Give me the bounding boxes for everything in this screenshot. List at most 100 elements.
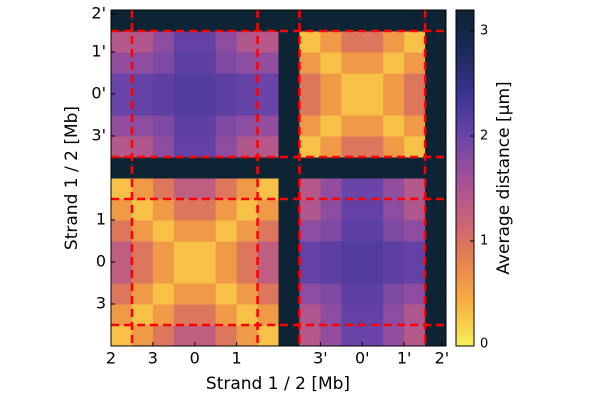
heatmap-cell bbox=[362, 304, 384, 326]
heatmap-cell bbox=[173, 325, 196, 347]
heatmap-cell bbox=[320, 262, 342, 284]
heatmap-cell bbox=[257, 283, 279, 305]
colorbar-tick-label: 2 bbox=[480, 129, 488, 144]
heatmap-cell bbox=[194, 325, 217, 347]
heatmap-cell bbox=[257, 262, 279, 284]
colorbar bbox=[455, 9, 475, 347]
heatmap-cell bbox=[236, 31, 259, 53]
heatmap-cell bbox=[111, 178, 133, 200]
heatmap-cell bbox=[341, 157, 363, 179]
heatmap-cell bbox=[299, 220, 321, 242]
heatmap-cell bbox=[383, 304, 405, 326]
heatmap-cell bbox=[425, 262, 447, 284]
heatmap-cell bbox=[299, 304, 321, 326]
heatmap-cell bbox=[341, 199, 363, 221]
heatmap-cell bbox=[278, 178, 300, 200]
heatmap-cell bbox=[173, 94, 196, 116]
heatmap-cell bbox=[425, 199, 447, 221]
heatmap-cell bbox=[194, 199, 217, 221]
heatmap-cell bbox=[299, 10, 321, 32]
heatmap-cell bbox=[362, 52, 384, 74]
heatmap-cell bbox=[152, 115, 175, 137]
x-tick-label: 2 bbox=[106, 349, 116, 368]
heatmap-cell bbox=[111, 157, 133, 179]
colorbar-label: Average distance [μm] bbox=[494, 81, 514, 274]
heatmap-cell bbox=[257, 199, 279, 221]
heatmap-cell bbox=[152, 304, 175, 326]
heatmap-cell bbox=[404, 199, 426, 221]
heatmap-cell bbox=[131, 73, 154, 95]
heatmap-cell bbox=[299, 31, 321, 53]
heatmap-cell bbox=[320, 94, 342, 116]
heatmap-cell bbox=[111, 325, 133, 347]
heatmap-cell bbox=[404, 52, 426, 74]
heatmap-cell bbox=[152, 220, 175, 242]
heatmap-cell bbox=[131, 94, 154, 116]
heatmap-cell bbox=[425, 52, 447, 74]
heatmap-cell bbox=[194, 31, 217, 53]
heatmap-cell bbox=[236, 304, 259, 326]
heatmap-cell bbox=[362, 325, 384, 347]
y-tick-label: 2' bbox=[91, 4, 106, 23]
heatmap-cell bbox=[404, 157, 426, 179]
heatmap-cell bbox=[111, 241, 133, 263]
heatmap-cell bbox=[383, 199, 405, 221]
heatmap-cell bbox=[425, 220, 447, 242]
heatmap-cell bbox=[425, 157, 447, 179]
heatmap-cell bbox=[152, 178, 175, 200]
heatmap-cell bbox=[194, 304, 217, 326]
heatmap-cell bbox=[257, 178, 279, 200]
heatmap-cell bbox=[131, 220, 154, 242]
heatmap-cell bbox=[383, 157, 405, 179]
heatmap-cell bbox=[383, 220, 405, 242]
heatmap-cell bbox=[278, 115, 300, 137]
heatmap-cell bbox=[425, 31, 447, 53]
heatmap-cell bbox=[215, 136, 238, 158]
y-tick-label: 3' bbox=[91, 126, 106, 145]
heatmap-cell bbox=[404, 178, 426, 200]
heatmap-cell bbox=[257, 304, 279, 326]
heatmap-cell bbox=[236, 10, 259, 32]
heatmap-cell bbox=[152, 157, 175, 179]
heatmap-cell bbox=[131, 241, 154, 263]
heatmap-cell bbox=[173, 241, 196, 263]
heatmap-cell bbox=[278, 241, 300, 263]
heatmap-cell bbox=[257, 220, 279, 242]
heatmap-cell bbox=[383, 178, 405, 200]
heatmap-cell bbox=[152, 31, 175, 53]
heatmap-cell bbox=[236, 262, 259, 284]
heatmap-cell bbox=[131, 178, 154, 200]
heatmap-cell bbox=[152, 199, 175, 221]
heatmap-cell bbox=[299, 283, 321, 305]
y-tick-label: 1' bbox=[91, 42, 106, 61]
heatmap-cell bbox=[362, 115, 384, 137]
heatmap-cell bbox=[111, 199, 133, 221]
heatmap-cell bbox=[152, 10, 175, 32]
heatmap-cell bbox=[320, 283, 342, 305]
heatmap-cell bbox=[404, 115, 426, 137]
heatmap-cell bbox=[131, 157, 154, 179]
heatmap-cell bbox=[341, 262, 363, 284]
heatmap-cell bbox=[215, 241, 238, 263]
heatmap-cell bbox=[236, 199, 259, 221]
heatmap-cell bbox=[131, 136, 154, 158]
heatmap-cell bbox=[152, 325, 175, 347]
heatmap-cell bbox=[152, 283, 175, 305]
x-tick-label: 2' bbox=[435, 349, 450, 368]
heatmap-cell bbox=[111, 262, 133, 284]
heatmap-cell bbox=[299, 241, 321, 263]
heatmap-cell bbox=[404, 325, 426, 347]
heatmap-cell bbox=[341, 73, 363, 95]
heatmap-cell bbox=[111, 304, 133, 326]
heatmap-cell bbox=[383, 52, 405, 74]
heatmap-cell bbox=[215, 115, 238, 137]
heatmap-cell bbox=[383, 10, 405, 32]
heatmap-cell bbox=[278, 157, 300, 179]
heatmap-cell bbox=[173, 136, 196, 158]
heatmap-cell bbox=[173, 178, 196, 200]
heatmap-cell bbox=[362, 178, 384, 200]
heatmap-cell bbox=[320, 136, 342, 158]
heatmap-cell bbox=[215, 304, 238, 326]
heatmap-cell bbox=[131, 10, 154, 32]
